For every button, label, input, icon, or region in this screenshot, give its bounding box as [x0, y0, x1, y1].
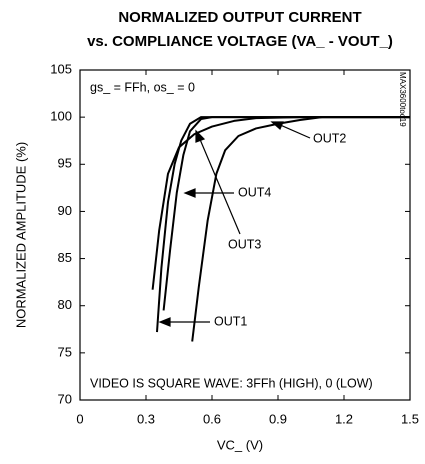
x-tick-label: 0	[76, 411, 83, 426]
series-line	[156, 116, 410, 333]
y-axis-label: NORMALIZED AMPLITUDE (%)	[13, 142, 28, 328]
y-tick-label: 105	[50, 61, 72, 76]
series-line	[191, 116, 410, 342]
x-tick-label: 1.2	[335, 411, 353, 426]
chart-title: NORMALIZED OUTPUT CURRENT	[118, 9, 361, 26]
y-tick-label: 85	[58, 250, 72, 265]
x-tick-label: 0.6	[203, 411, 221, 426]
x-axis-label: VC_ (V)	[217, 437, 263, 452]
arrow-head	[195, 129, 206, 143]
plot-frame	[79, 69, 411, 401]
x-tick-label: 1.5	[401, 411, 419, 426]
y-tick-label: 70	[58, 391, 72, 406]
x-tick-label: 0.3	[137, 411, 155, 426]
arrow	[277, 123, 311, 139]
annotation: VIDEO IS SQUARE WAVE: 3FFh (HIGH), 0 (LO…	[90, 376, 373, 390]
series-label: OUT3	[228, 237, 261, 251]
series-label: OUT1	[214, 314, 247, 328]
y-tick-label: 80	[58, 297, 72, 312]
series-line	[162, 116, 410, 311]
series-label: OUT4	[238, 185, 271, 199]
arrow-head	[158, 317, 171, 327]
arrow-head	[183, 188, 196, 198]
series-label: OUT2	[313, 131, 346, 145]
y-tick-label: 90	[58, 203, 72, 218]
annotation: gs_ = FFh, os_ = 0	[90, 80, 195, 94]
arrows	[158, 121, 311, 327]
annotation: MAX3600toc19	[398, 72, 407, 127]
y-tick-label: 95	[58, 156, 72, 171]
y-tick-label: 100	[50, 109, 72, 124]
chart-title: vs. COMPLIANCE VOLTAGE (VA_ - VOUT_)	[87, 33, 393, 50]
series-line	[151, 116, 410, 290]
y-tick-label: 75	[58, 344, 72, 359]
x-tick-label: 0.9	[269, 411, 287, 426]
arrow	[198, 136, 241, 235]
